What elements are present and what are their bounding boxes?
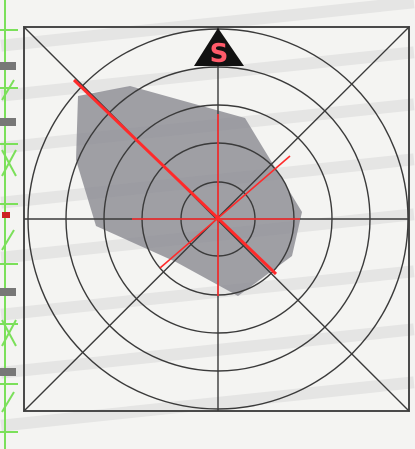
marker-triangle — [194, 28, 244, 66]
red-highlight-lines — [72, 78, 300, 296]
north-marker: S — [194, 28, 244, 69]
ruler-ticks — [0, 29, 18, 433]
ruler-red-mark — [2, 212, 10, 218]
marker-label: S — [210, 39, 229, 69]
red-line-diagonal-up — [159, 155, 291, 269]
side-ruler — [0, 0, 18, 449]
ruler-gray-marks — [0, 62, 16, 376]
red-line-diagonal-main — [72, 78, 278, 276]
